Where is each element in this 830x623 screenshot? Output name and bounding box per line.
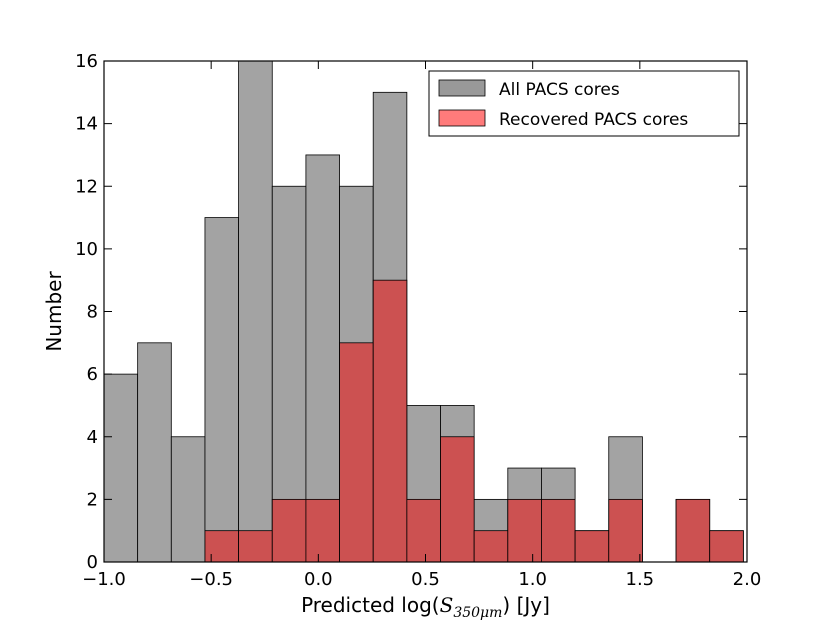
legend-swatch-all — [438, 79, 486, 97]
bar-all-1 — [137, 342, 172, 563]
series-recovered-pacs-cores — [204, 279, 744, 563]
legend-label-all: All PACS cores — [499, 80, 620, 100]
bar-all-3 — [204, 217, 240, 563]
x-axis-label-symbol: S — [440, 593, 454, 617]
bar-all-2 — [170, 436, 206, 563]
bar-all-0 — [103, 373, 139, 563]
y-tick-label: 14 — [75, 114, 98, 135]
bar-all-6 — [305, 154, 340, 563]
bar-recovered-17 — [675, 498, 711, 563]
x-axis-label-suffix: ) [Jy] — [502, 593, 550, 617]
bar-recovered-18 — [709, 530, 744, 563]
y-tick-label: 0 — [87, 552, 98, 573]
x-axis-label-subscript: 350μm — [453, 605, 502, 621]
bar-all-4 — [238, 60, 273, 563]
bar-recovered-7 — [339, 342, 374, 563]
bar-recovered-5 — [271, 498, 307, 563]
x-tick-label: 1.5 — [626, 569, 655, 590]
bar-recovered-8 — [372, 279, 408, 563]
bar-recovered-6 — [305, 498, 340, 563]
x-axis-label: Predicted log(S350μm) [Jy] — [301, 593, 550, 621]
x-tick-label: 0.0 — [304, 569, 333, 590]
y-tick-label: 10 — [75, 239, 98, 260]
y-tick-label: 12 — [75, 176, 98, 197]
x-tick-label: 0.5 — [411, 569, 440, 590]
bar-recovered-4 — [238, 530, 273, 563]
x-tick-label: 2.0 — [733, 569, 762, 590]
x-tick-label: 1.0 — [518, 569, 547, 590]
bar-recovered-14 — [574, 530, 610, 563]
x-axis-label-prefix: Predicted log( — [301, 593, 440, 617]
bar-recovered-15 — [608, 498, 643, 563]
legend-swatch-recovered — [438, 109, 486, 127]
legend-label-recovered: Recovered PACS cores — [499, 110, 688, 130]
y-tick-label: 16 — [75, 51, 98, 72]
axis-ticks: 0 2 4 6 8 10 12 14 16 −1.0 −0.5 0.0 0.5 1.0 1.5 2.0 — [75, 51, 761, 590]
bar-recovered-10 — [440, 436, 475, 563]
bar-recovered-11 — [473, 530, 509, 563]
y-axis-label: Number — [42, 271, 66, 352]
bar-recovered-3 — [204, 530, 240, 563]
x-tick-label: −0.5 — [189, 569, 233, 590]
bar-recovered-9 — [406, 498, 441, 563]
bar-recovered-12 — [507, 498, 542, 563]
bar-recovered-13 — [541, 498, 576, 563]
y-tick-label: 2 — [87, 489, 98, 510]
y-tick-label: 6 — [87, 364, 98, 385]
y-tick-label: 4 — [87, 427, 98, 448]
x-tick-label: −1.0 — [82, 569, 126, 590]
legend: All PACS cores Recovered PACS cores — [428, 70, 740, 137]
y-tick-label: 8 — [87, 302, 98, 323]
